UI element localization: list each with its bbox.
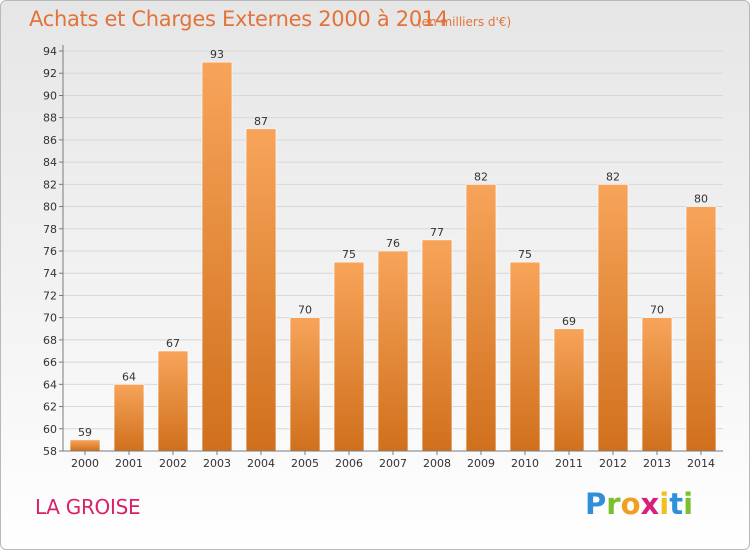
commune-name: LA GROISE [35, 495, 141, 519]
y-tick-label: 92 [43, 67, 57, 80]
x-tick-label: 2012 [599, 457, 627, 470]
y-tick-label: 60 [43, 423, 57, 436]
data-label: 69 [562, 315, 576, 328]
bar [245, 128, 277, 452]
data-label: 64 [122, 370, 136, 383]
chart-subtitle: (en milliers d'€) [417, 15, 512, 29]
logo-letter: x [640, 487, 660, 521]
x-tick-label: 2000 [71, 457, 99, 470]
data-label: 59 [78, 426, 92, 439]
x-tick-label: 2005 [291, 457, 319, 470]
bar [69, 439, 101, 452]
logo-letter: i [683, 487, 694, 521]
x-tick-label: 2008 [423, 457, 451, 470]
y-tick-label: 84 [43, 156, 57, 169]
y-tick-label: 70 [43, 312, 57, 325]
bar [685, 206, 717, 452]
bar [597, 184, 629, 452]
y-tick-label: 88 [43, 112, 57, 125]
data-label: 67 [166, 337, 180, 350]
y-tick-label: 78 [43, 223, 57, 236]
logo-letter: o [620, 487, 641, 521]
bar [421, 239, 453, 452]
y-tick-label: 86 [43, 134, 57, 147]
x-tick-label: 2006 [335, 457, 363, 470]
data-label: 75 [518, 248, 532, 261]
bar [289, 317, 321, 452]
data-label: 70 [650, 304, 664, 317]
bar [509, 261, 541, 452]
data-label: 82 [474, 170, 488, 183]
y-tick-label: 80 [43, 201, 57, 214]
x-tick-label: 2003 [203, 457, 231, 470]
x-tick-label: 2004 [247, 457, 275, 470]
y-tick-label: 64 [43, 378, 57, 391]
y-tick-label: 72 [43, 289, 57, 302]
logo-letter: i [659, 487, 670, 521]
y-tick-label: 66 [43, 356, 57, 369]
x-tick-label: 2013 [643, 457, 671, 470]
y-tick-label: 94 [43, 45, 57, 58]
x-tick-label: 2010 [511, 457, 539, 470]
y-tick-label: 82 [43, 178, 57, 191]
proxiti-logo: Proxiti [585, 487, 693, 521]
y-tick-label: 68 [43, 334, 57, 347]
data-label: 75 [342, 248, 356, 261]
x-tick-label: 2007 [379, 457, 407, 470]
x-tick-label: 2001 [115, 457, 143, 470]
bar [465, 184, 497, 452]
y-tick-label: 74 [43, 267, 57, 280]
data-label: 82 [606, 170, 620, 183]
data-label: 70 [298, 304, 312, 317]
bar [641, 317, 673, 452]
chart-title: Achats et Charges Externes 2000 à 2014 [29, 7, 449, 31]
bar [377, 250, 409, 452]
bar [333, 261, 365, 452]
x-tick-label: 2002 [159, 457, 187, 470]
x-tick-label: 2009 [467, 457, 495, 470]
bar-chart: 58 60 62 64 66 68 70 72 74 76 78 80 82 84 86 88 90 92 94 59… [43, 45, 723, 470]
data-label: 80 [694, 193, 708, 206]
logo-letter: r [606, 487, 621, 521]
bar [201, 61, 233, 452]
y-tick-label: 76 [43, 245, 57, 258]
y-tick-label: 90 [43, 89, 57, 102]
data-label: 76 [386, 237, 400, 250]
x-tick-label: 2011 [555, 457, 583, 470]
bar [113, 384, 145, 452]
x-tick-label: 2014 [687, 457, 715, 470]
data-label: 77 [430, 226, 444, 239]
logo-letter: t [669, 487, 684, 521]
bar [553, 328, 585, 452]
y-tick-label: 62 [43, 401, 57, 414]
data-label: 93 [210, 48, 224, 61]
y-tick-label: 58 [43, 445, 57, 458]
logo-letter: P [585, 487, 607, 521]
data-label: 87 [254, 115, 268, 128]
bar [157, 350, 189, 452]
